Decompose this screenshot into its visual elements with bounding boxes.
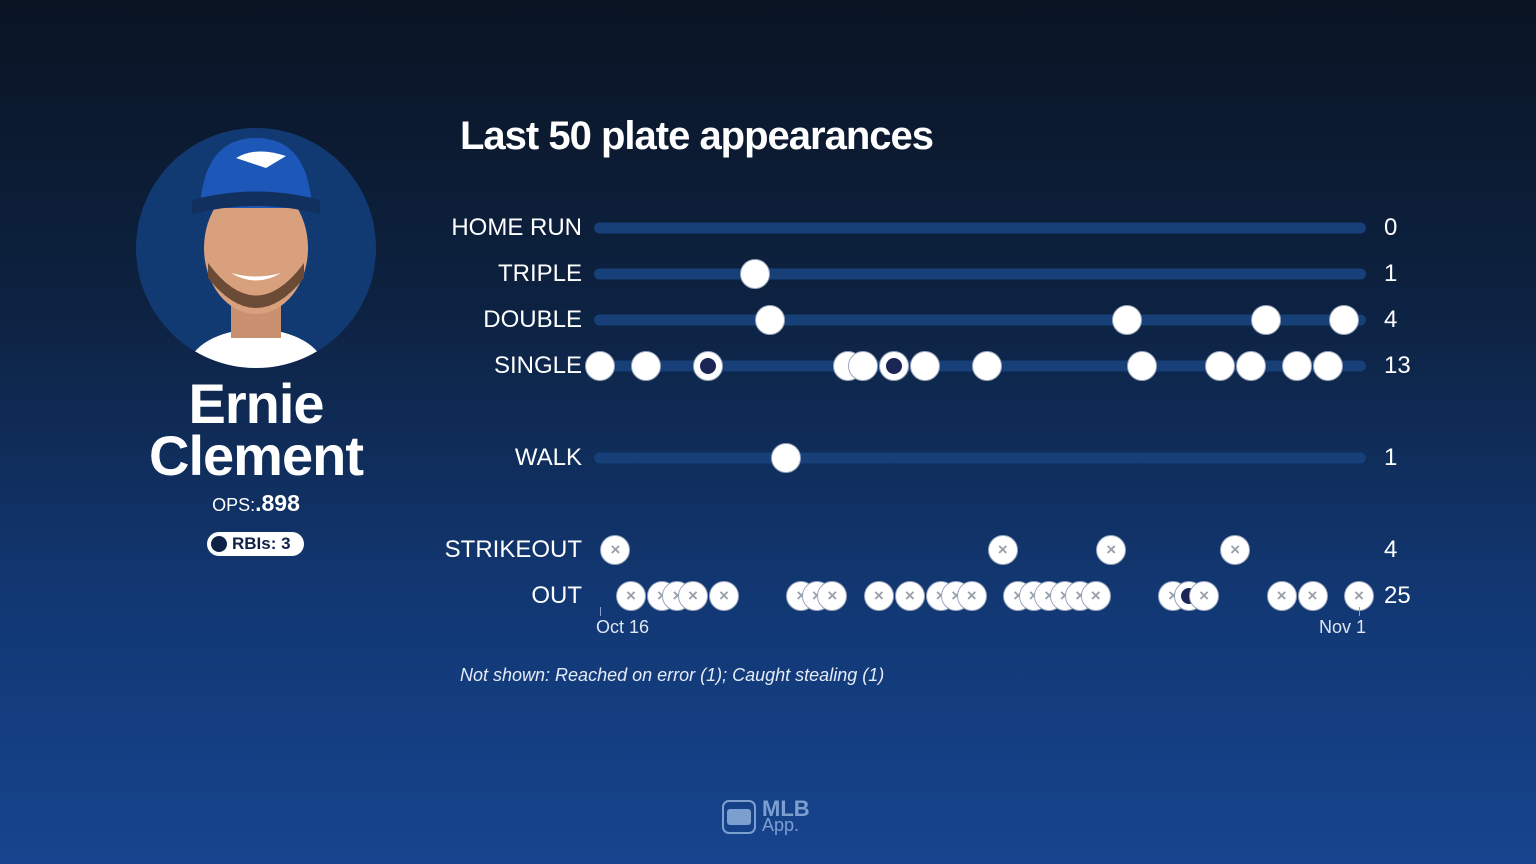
out-marker: × — [615, 581, 646, 611]
row-count: 4 — [1384, 306, 1398, 333]
row-track — [594, 222, 1366, 234]
hit-marker — [1111, 305, 1142, 335]
out-marker: × — [708, 581, 739, 611]
axis-tick — [600, 607, 601, 616]
out-marker: × — [600, 535, 631, 565]
out-marker: × — [1297, 581, 1328, 611]
hit-marker — [585, 351, 615, 381]
row-count: 0 — [1384, 214, 1398, 241]
out-marker: × — [1096, 535, 1127, 565]
hit-marker — [848, 351, 879, 381]
hit-marker — [1313, 351, 1344, 381]
ops-value: .898 — [255, 490, 300, 516]
out-marker: × — [1189, 581, 1220, 611]
out-marker: × — [1220, 535, 1251, 565]
axis-tick — [1359, 607, 1360, 616]
logo-line2: App. — [762, 815, 800, 835]
out-marker: × — [863, 581, 894, 611]
row-label: STRIKEOUT — [444, 536, 582, 563]
hit-marker — [739, 259, 770, 289]
row-track — [594, 314, 1366, 326]
ops-stat: OPS:.898 — [96, 490, 416, 517]
hit-marker — [879, 351, 910, 381]
rbi-legend-badge: RBIs: 3 — [207, 532, 304, 556]
row-track — [594, 268, 1366, 280]
hit-marker — [1204, 351, 1235, 381]
out-marker: × — [817, 581, 848, 611]
out-marker: × — [1080, 581, 1111, 611]
row-count: 25 — [1384, 582, 1411, 609]
axis-date-label: Nov 1 — [1319, 617, 1367, 637]
hit-marker — [1235, 351, 1266, 381]
row-count: 13 — [1384, 352, 1411, 379]
hit-marker — [1328, 305, 1359, 335]
out-marker: × — [894, 581, 925, 611]
player-name: Ernie Clement — [96, 372, 416, 487]
player-last-name: Clement — [149, 424, 364, 487]
logo-line1: MLB — [762, 796, 810, 821]
row-label: DOUBLE — [483, 306, 582, 333]
row-label: SINGLE — [493, 352, 582, 379]
hit-marker — [1282, 351, 1313, 381]
hit-marker — [972, 351, 1003, 381]
row-label: TRIPLE — [497, 260, 582, 287]
hit-marker — [755, 305, 786, 335]
row-label: OUT — [531, 582, 582, 609]
hit-marker — [1251, 305, 1282, 335]
ops-label: OPS: — [212, 495, 256, 515]
mlb-app-logo: MLB App. — [722, 796, 810, 835]
player-first-name: Ernie — [188, 372, 324, 435]
hit-marker — [693, 351, 724, 381]
row-label: WALK — [514, 444, 582, 471]
row-track — [594, 452, 1366, 464]
hit-marker — [1127, 351, 1158, 381]
hit-marker — [910, 351, 941, 381]
out-marker: × — [987, 535, 1018, 565]
rbi-label: RBIs: 3 — [232, 534, 291, 553]
row-count: 1 — [1384, 444, 1398, 471]
chart-note: Not shown: Reached on error (1); Caught … — [460, 665, 885, 685]
out-marker: × — [677, 581, 708, 611]
hit-marker — [631, 351, 662, 381]
row-label: HOME RUN — [451, 214, 582, 241]
axis-date-label: Oct 16 — [596, 617, 650, 637]
hit-marker — [770, 443, 801, 473]
player-photo — [136, 128, 376, 368]
mlb-logo-icon — [722, 800, 756, 834]
out-marker: × — [956, 581, 987, 611]
rbi-dot-icon — [211, 536, 227, 552]
out-marker: × — [1266, 581, 1297, 611]
out-marker: × — [1344, 581, 1374, 611]
chart-title: Last 50 plate appearances — [460, 114, 934, 158]
row-count: 4 — [1384, 536, 1398, 563]
row-count: 1 — [1384, 260, 1398, 287]
